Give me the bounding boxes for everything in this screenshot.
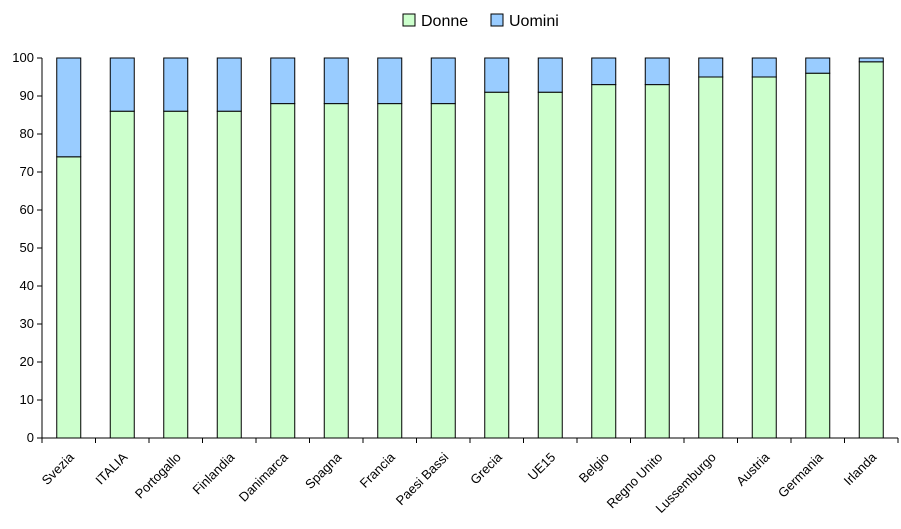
y-tick-label: 10 [20, 392, 34, 407]
chart-bars [56, 57, 884, 439]
bar-uomini-14 [751, 57, 777, 78]
x-axis-tick-labels: Svezia ITALIA Portogallo FinlandiaDanimarca… [39, 449, 880, 516]
x-tick-label: Grecia [467, 449, 505, 487]
bar-donne-8 [430, 103, 456, 439]
bar-uomini-4 [216, 57, 242, 112]
bar-donne-3 [163, 110, 189, 439]
x-tick-label: Irlanda [841, 449, 880, 488]
y-tick-label: 80 [20, 126, 34, 141]
x-tick-label: Danimarca [236, 449, 292, 505]
legend-swatch-donne [402, 13, 416, 27]
bar-uomini-9 [484, 57, 510, 93]
x-tick-label: Svezia [39, 449, 78, 488]
bar-donne-10 [537, 91, 563, 439]
bar-donne-5 [270, 103, 296, 439]
y-tick-label: 20 [20, 354, 34, 369]
bar-donne-9 [484, 91, 510, 439]
x-tick-label: Francia [357, 449, 399, 491]
y-tick-label: 50 [20, 240, 34, 255]
bar-donne-6 [323, 103, 349, 439]
bar-uomini-16 [858, 57, 884, 63]
x-tick-label: Germania [775, 449, 827, 501]
y-tick-label: 70 [20, 164, 34, 179]
bar-uomini-5 [270, 57, 296, 105]
bar-donne-4 [216, 110, 242, 439]
y-tick-label: 40 [20, 278, 34, 293]
x-tick-label: Austria [733, 449, 773, 489]
bar-uomini-12 [644, 57, 670, 86]
bar-uomini-7 [377, 57, 403, 105]
bar-uomini-13 [698, 57, 724, 78]
x-tick-label: Spagna [302, 449, 345, 492]
x-tick-label: Finlandia [189, 449, 237, 497]
bar-donne-1 [56, 156, 82, 439]
bar-donne-7 [377, 103, 403, 439]
y-axis-tick-labels: 0 10 20 30 40 50 60 70 80 90 100 [12, 50, 34, 445]
bar-uomini-10 [537, 57, 563, 93]
bar-uomini-2 [109, 57, 135, 112]
bar-donne-12 [644, 84, 670, 439]
x-tick-label: Portogallo [132, 450, 184, 502]
x-tick-label: Belgio [576, 450, 612, 486]
bar-uomini-1 [56, 57, 82, 158]
bar-uomini-15 [805, 57, 831, 74]
y-tick-label: 90 [20, 88, 34, 103]
legend-swatch-uomini [490, 13, 504, 27]
legend-label-uomini: Uomini [509, 13, 559, 30]
y-tick-label: 60 [20, 202, 34, 217]
x-tick-label: ITALIA [92, 449, 130, 487]
bar-uomini-3 [163, 57, 189, 112]
chart-legend: Donne Uomini [402, 13, 559, 30]
y-tick-label: 100 [12, 50, 34, 65]
bar-uomini-6 [323, 57, 349, 105]
legend-label-donne: Donne [421, 13, 468, 30]
y-tick-label: 30 [20, 316, 34, 331]
bar-donne-11 [591, 84, 617, 439]
bar-uomini-8 [430, 57, 456, 105]
x-tick-label: Paesi Bassi [393, 449, 452, 508]
bar-uomini-11 [591, 57, 617, 86]
chart-axes [37, 57, 899, 443]
x-tick-label: UE15 [525, 450, 559, 484]
bar-donne-14 [751, 76, 777, 439]
bar-donne-15 [805, 72, 831, 439]
bar-donne-2 [109, 110, 135, 439]
y-tick-label: 0 [27, 430, 34, 445]
bar-donne-16 [858, 61, 884, 439]
bar-donne-13 [698, 76, 724, 439]
